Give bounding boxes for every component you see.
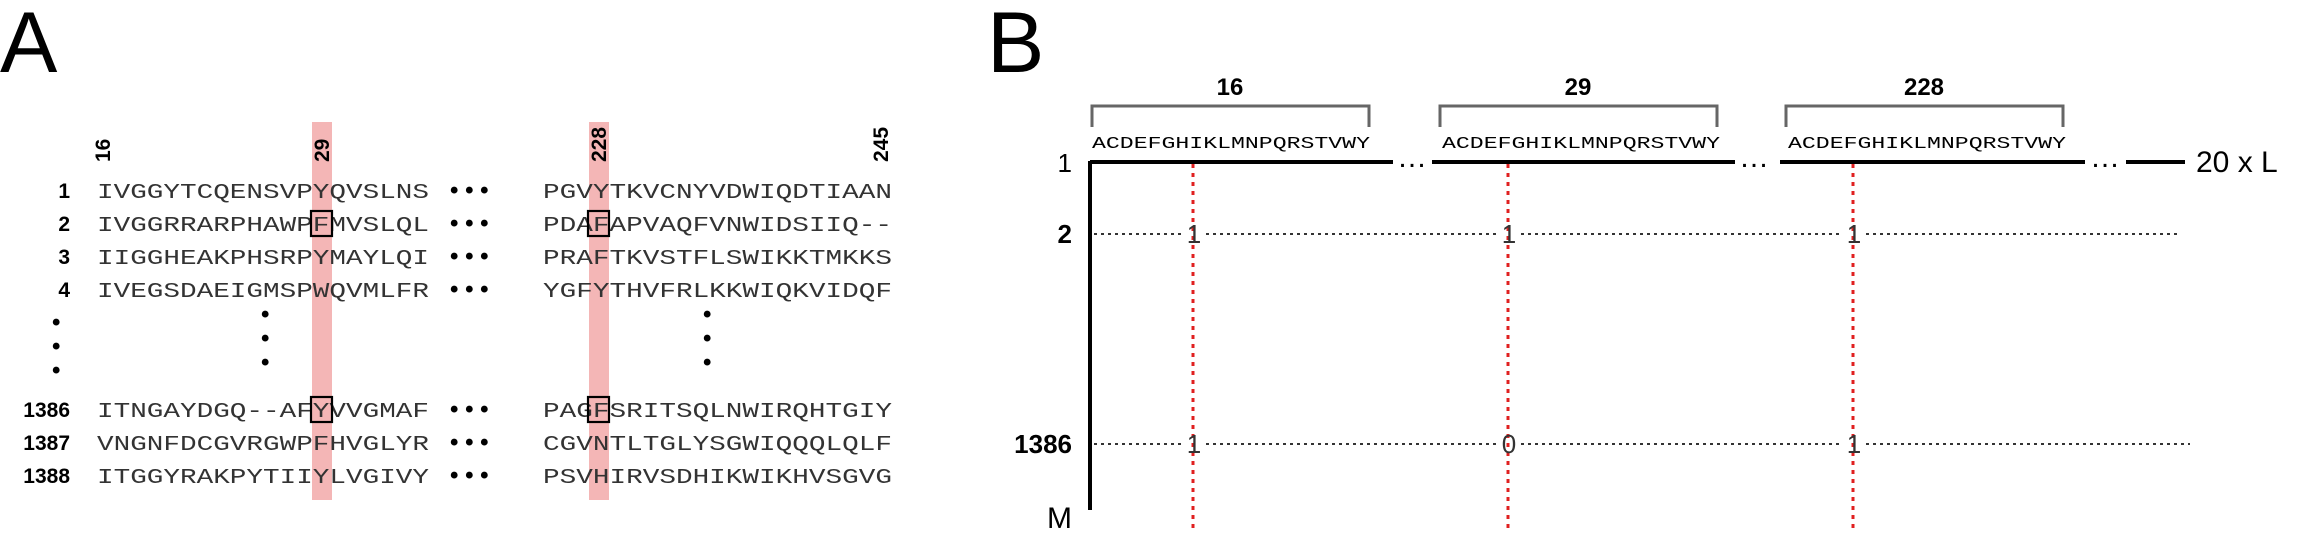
highlight-column-228 (589, 122, 609, 500)
axis-ellipsis: … (1397, 141, 1427, 174)
group-label: 16 (1217, 74, 1244, 101)
row-label: 4 (58, 279, 70, 302)
sequence-right: PGVYTKVCNYVDWIQDTIAAN (543, 181, 892, 205)
matrix-cell-value: 1 (1847, 429, 1861, 459)
sequence-left: IVGGRRARPHAWPFMVSLQL (97, 214, 429, 238)
residue-box (309, 395, 334, 424)
panel-a: A 16 29 228 245 1 2 3 4 1386 1387 1388 I… (0, 0, 893, 500)
sequence-right: PAGFSRITSQLNWIRQHTGIY (543, 400, 892, 424)
svg-text:•: • (261, 325, 269, 352)
highlight-column-29 (312, 122, 332, 500)
row-label: 3 (58, 246, 70, 269)
axis-end-label: 20 x L (2196, 146, 2278, 179)
svg-text:•: • (52, 357, 60, 384)
matrix-row-label: 1386 (1014, 429, 1072, 459)
amino-acid-alphabet: ACDEFGHIKLMNPQRSTVWY (1788, 135, 2066, 154)
gap-dots: • • • (450, 276, 489, 303)
gap-dots: • • • (450, 396, 489, 423)
position-label-29: 29 (311, 139, 334, 162)
group-bracket (1438, 104, 1719, 127)
residue-box (586, 209, 611, 238)
matrix-row-label: M (1047, 502, 1072, 535)
gap-dots: • • • (450, 210, 489, 237)
position-label-228: 228 (588, 127, 611, 162)
panel-a-label: A (0, 0, 58, 91)
vertical-ellipsis: • • • • • • • • • (52, 301, 711, 384)
svg-text:•: • (703, 301, 711, 328)
svg-text:•: • (703, 349, 711, 376)
row-label: 2 (58, 213, 70, 236)
svg-text:•: • (261, 301, 269, 328)
axis-ellipsis: … (2090, 141, 2120, 174)
amino-acid-alphabet: ACDEFGHIKLMNPQRSTVWY (1442, 135, 1720, 154)
group-label: 29 (1565, 74, 1592, 101)
row-label: 1387 (23, 432, 70, 455)
sequence-right: PRAFTKVSTFLSWIKKTMKKS (543, 247, 892, 271)
gap-dots: • • • (450, 177, 489, 204)
matrix-row-label: 2 (1058, 219, 1072, 249)
row-label: 1386 (23, 399, 70, 422)
matrix-cell-value: 1 (1187, 429, 1201, 459)
axis-ellipsis: … (1739, 141, 1769, 174)
sequence-right: CGVNTLTGLYSGWIQQQLQLF (543, 433, 892, 457)
row-label: 1388 (23, 465, 70, 488)
group-label: 228 (1904, 74, 1944, 101)
position-label-245: 245 (870, 127, 893, 162)
amino-acid-alphabet: ACDEFGHIKLMNPQRSTVWY (1092, 135, 1370, 154)
svg-text:•: • (52, 309, 60, 336)
svg-text:•: • (703, 325, 711, 352)
gap-dots: • • • (450, 429, 489, 456)
sequence-left: VNGNFDCGVRGWPFHVGLYR (97, 433, 429, 457)
matrix-cell-value: 1 (1847, 219, 1861, 249)
group-bracket (1784, 104, 2065, 127)
sequence-left: ITNGAYDGQ--AFYVVGMAF (97, 400, 429, 424)
sequence-right: YGFYTHVFRLKKWIQKVIDQF (543, 280, 892, 304)
panel-b-label: B (987, 0, 1044, 91)
matrix-row-label: 1 (1058, 148, 1072, 178)
group-bracket (1090, 104, 1371, 127)
row-label: 1 (58, 180, 70, 203)
matrix-cell-value: 0 (1502, 429, 1516, 459)
matrix-cell-value: 1 (1187, 219, 1201, 249)
residue-box (586, 395, 611, 424)
position-label-16: 16 (92, 139, 115, 162)
gap-dots: • • • (450, 243, 489, 270)
matrix-cell-value: 1 (1502, 219, 1516, 249)
sequence-right: PDAFAPVAQFVNWIDSIIQ-- (543, 214, 892, 238)
sequence-right: PSVHIRVSDHIKWIKHVSGVG (543, 466, 892, 490)
panel-b: B 16 29 228 ACDEFGHIKLMNPQRSTVWY ACDEFGH… (987, 0, 2278, 535)
svg-text:•: • (52, 333, 60, 360)
sequence-left: IIGGHEAKPHSRPYMAYLQI (97, 247, 429, 271)
residue-box (309, 209, 334, 238)
gap-dots: • • • (450, 462, 489, 489)
sequence-left: IVEGSDAEIGMSPWQVMLFR (97, 280, 429, 304)
svg-text:•: • (261, 349, 269, 376)
sequence-left: IVGGYTCQENSVPYQVSLNS (97, 181, 429, 205)
sequence-left: ITGGYRAKPYTIIYLVGIVY (97, 466, 429, 490)
